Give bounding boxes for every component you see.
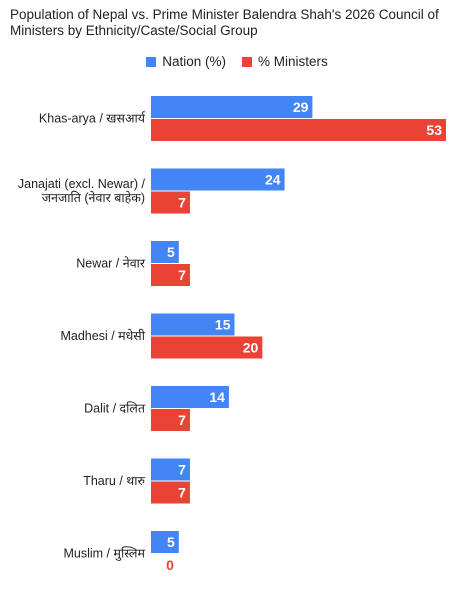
legend: Nation (%) % Ministers	[0, 54, 474, 69]
category-label: Madhesi / मधेसी	[60, 328, 145, 343]
legend-label-ministers: % Ministers	[258, 54, 328, 69]
nation-value-label: 5	[167, 244, 175, 260]
legend-label-nation: Nation (%)	[162, 54, 226, 69]
ministers-bar	[151, 264, 190, 286]
category-label: Tharu / थारु	[83, 474, 145, 488]
nation-value-label: 7	[178, 462, 186, 478]
ministers-value-label: 7	[178, 195, 186, 211]
category-label: Janajati (excl. Newar) / जनजाति (नेवार बा…	[18, 177, 146, 205]
ministers-bar	[151, 336, 263, 359]
ministers-value-label: 20	[243, 340, 259, 356]
nation-value-label: 5	[167, 534, 175, 550]
legend-swatch-ministers	[242, 56, 252, 67]
ministers-bar	[151, 119, 446, 141]
nation-value-label: 24	[265, 172, 281, 188]
category-label: Khas-arya / खसआर्य	[39, 111, 146, 126]
nation-bar	[151, 531, 179, 553]
nation-bar	[151, 168, 285, 191]
ministers-value-label: 7	[178, 485, 186, 501]
category-label: Newar / नेवार	[76, 256, 146, 271]
ministers-bar	[151, 191, 190, 214]
ministers-value-label: 7	[178, 267, 186, 283]
nation-bar	[151, 458, 190, 481]
legend-swatch-nation	[146, 56, 157, 67]
legend-item-nation: Nation (%)	[146, 54, 226, 69]
nation-value-label: 15	[215, 317, 231, 333]
ministers-value-label: 53	[426, 122, 442, 138]
ministers-bar	[151, 409, 190, 431]
nation-bar	[151, 241, 179, 263]
nation-value-label: 29	[293, 99, 309, 115]
legend-item-ministers: % Ministers	[242, 54, 328, 69]
chart-title: Population of Nepal vs. Prime Minister B…	[10, 7, 439, 38]
ministers-value-label: 0	[166, 557, 174, 573]
category-label: Muslim / मुस्लिम	[63, 546, 145, 562]
nation-bar	[151, 96, 313, 118]
ministers-value-label: 7	[178, 412, 186, 428]
category-label: Dalit / दलित	[84, 401, 146, 416]
nation-bar	[151, 313, 235, 336]
nation-bar	[151, 386, 229, 408]
ministers-bar	[151, 481, 190, 504]
nation-value-label: 14	[209, 389, 225, 405]
